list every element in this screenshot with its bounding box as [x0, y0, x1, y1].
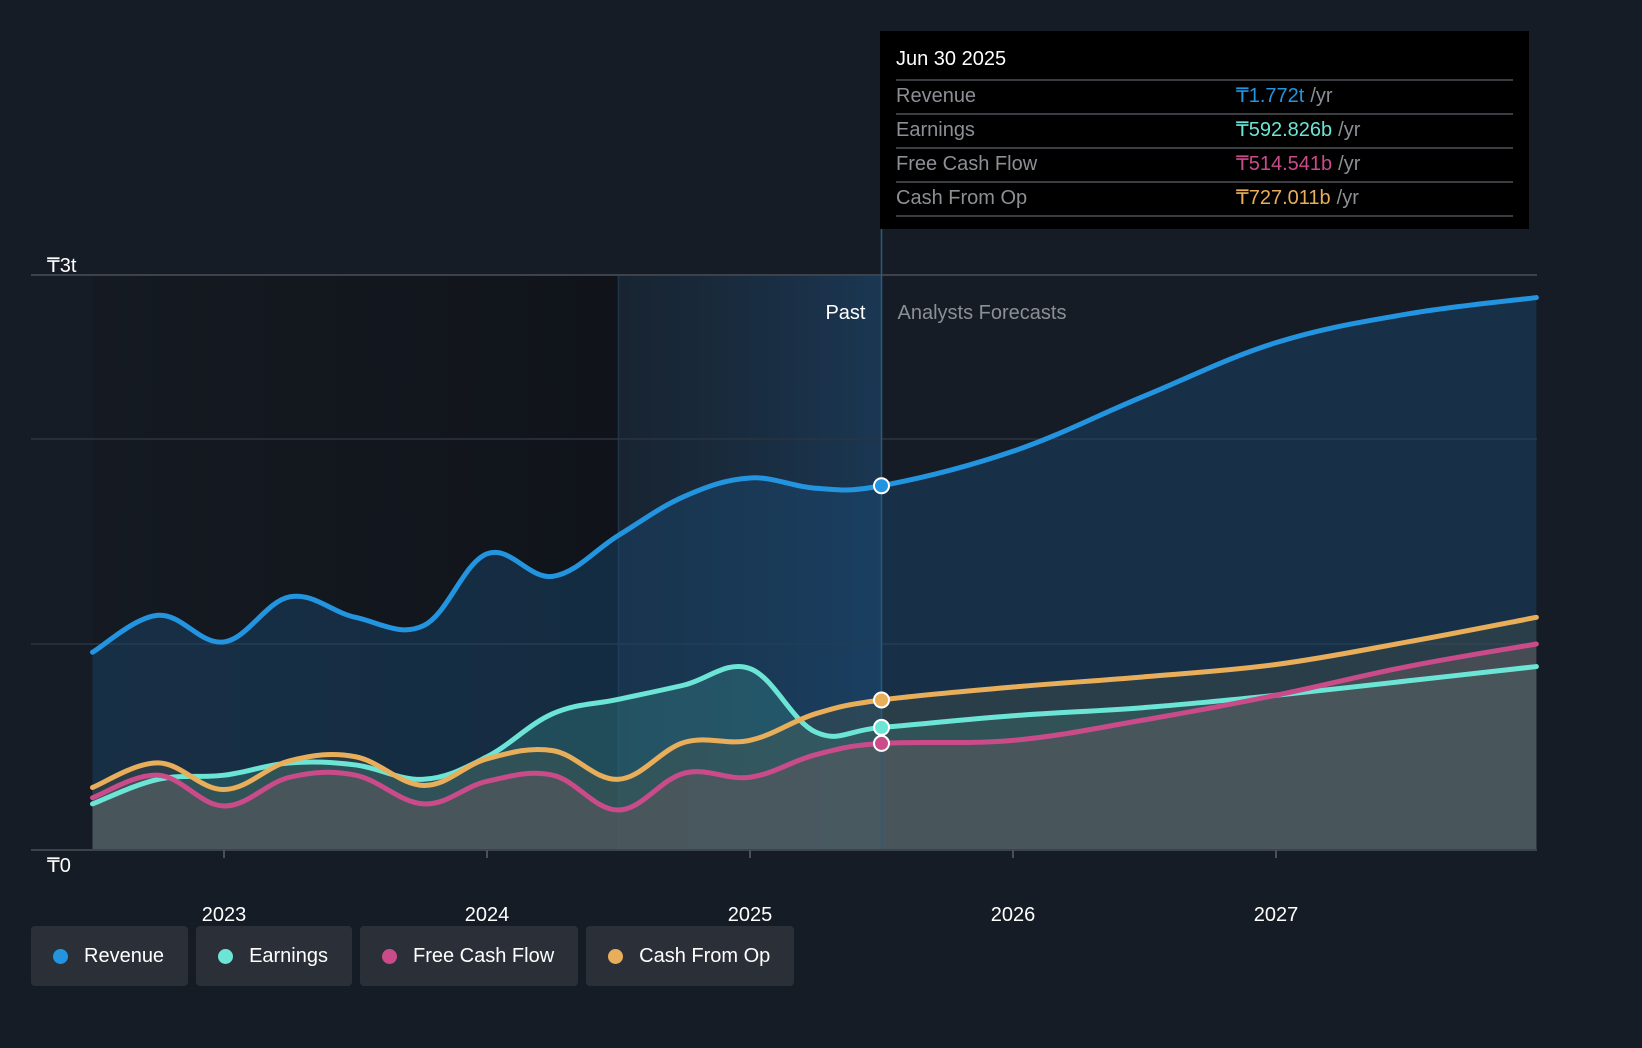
tooltip-unit: /yr [1336, 187, 1359, 209]
earnings-marker [873, 718, 890, 736]
legend-item-free-cash-flow[interactable]: Free Cash Flow [360, 926, 579, 986]
tooltip-value: ₸727.011b [1236, 187, 1331, 209]
tooltip-value: ₸592.826b [1236, 119, 1333, 141]
tooltip-row-free-cash-flow: Free Cash Flow ₸514.541b /yr [896, 149, 1513, 183]
free-cash-flow-marker [873, 734, 890, 752]
earnings-dot-icon [218, 948, 234, 964]
revenue-area [92, 297, 1537, 849]
free-cash-flow-line [90, 641, 1539, 813]
tooltip-date: Jun 30 2025 [896, 45, 1513, 81]
x-tick-label: 2026 [991, 904, 1036, 926]
revenue-line [90, 295, 1539, 655]
tooltip-label: Earnings [896, 119, 975, 141]
x-tick-label: 2023 [202, 904, 247, 926]
cash-from-op-dot-icon [608, 948, 624, 964]
tooltip-row-revenue: Revenue ₸1.772t /yr [896, 81, 1513, 115]
tooltip-unit: /yr [1338, 119, 1361, 141]
x-tick-label: 2025 [728, 904, 773, 926]
revenue-marker [873, 477, 890, 495]
y-tick-label: ₸0 [47, 855, 71, 877]
x-tick-label: 2024 [465, 904, 510, 926]
tooltip-label: Free Cash Flow [896, 153, 1038, 175]
free-cash-flow-dot-icon [382, 948, 397, 964]
tooltip-value: ₸1.772t [1236, 85, 1305, 107]
past-background [92, 275, 619, 849]
revenue-dot-icon [53, 948, 68, 964]
tooltip-row-cash-from-op: Cash From Op ₸727.011b /yr [896, 183, 1513, 217]
cash-from-op-line [90, 614, 1539, 793]
legend-label: Revenue [84, 944, 165, 967]
legend-item-cash-from-op[interactable]: Cash From Op [586, 926, 795, 986]
past-label: Past [825, 302, 865, 324]
legend-label: Free Cash Flow [413, 944, 555, 967]
tooltip-label: Cash From Op [896, 187, 1028, 209]
y-tick-label: ₸3t [47, 255, 77, 277]
tooltip-row-earnings: Earnings ₸592.826b /yr [896, 115, 1513, 149]
forecast-label: Analysts Forecasts [898, 302, 1067, 324]
legend-item-earnings[interactable]: Earnings [196, 926, 352, 986]
legend-item-revenue[interactable]: Revenue [31, 926, 189, 986]
tooltip-unit: /yr [1338, 153, 1361, 175]
legend-label: Cash From Op [639, 944, 771, 967]
tooltip-value: ₸514.541b [1236, 153, 1333, 175]
tooltip-unit: /yr [1310, 85, 1333, 107]
legend: Revenue Earnings Free Cash Flow Cash Fro… [31, 926, 795, 986]
legend-label: Earnings [249, 944, 328, 967]
tooltip-label: Revenue [896, 85, 977, 107]
x-tick-label: 2027 [1254, 904, 1299, 926]
cash-from-op-marker [873, 691, 890, 709]
tooltip: Jun 30 2025 Revenue ₸1.772t /yr Earnings… [880, 31, 1529, 229]
